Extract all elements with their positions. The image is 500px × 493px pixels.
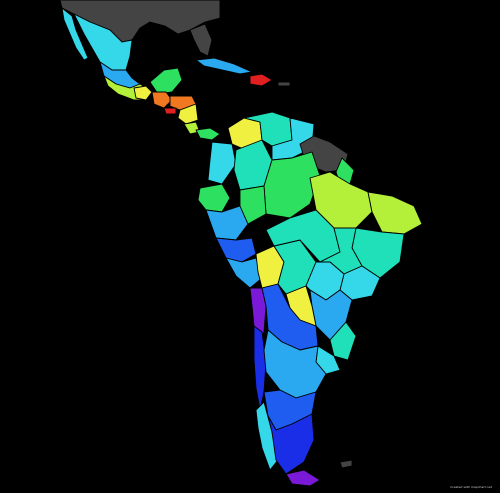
region-falklands bbox=[339, 459, 353, 469]
region-argentina-pampas bbox=[263, 329, 327, 399]
region-florida bbox=[189, 23, 213, 57]
region-puerto-rico bbox=[277, 81, 291, 87]
region-el-salvador bbox=[163, 107, 177, 115]
map-credit: Created with mapchart.net bbox=[450, 485, 492, 489]
region-brazil-rio-grande bbox=[329, 321, 357, 361]
region-guatemala bbox=[151, 91, 173, 109]
region-brazil-acre bbox=[239, 185, 267, 225]
region-chile-central bbox=[253, 325, 267, 411]
region-argentina-patagonia-south bbox=[267, 413, 315, 475]
region-cuba bbox=[195, 57, 253, 75]
region-tierra-del-fuego bbox=[285, 469, 321, 487]
region-brazil-northeast bbox=[367, 191, 423, 235]
region-mexico-oaxaca bbox=[133, 85, 153, 101]
region-nicaragua bbox=[177, 103, 199, 125]
region-hispaniola bbox=[249, 73, 273, 87]
region-chile-south bbox=[255, 401, 279, 471]
region-panama bbox=[195, 127, 221, 141]
region-baja-california bbox=[61, 7, 89, 61]
